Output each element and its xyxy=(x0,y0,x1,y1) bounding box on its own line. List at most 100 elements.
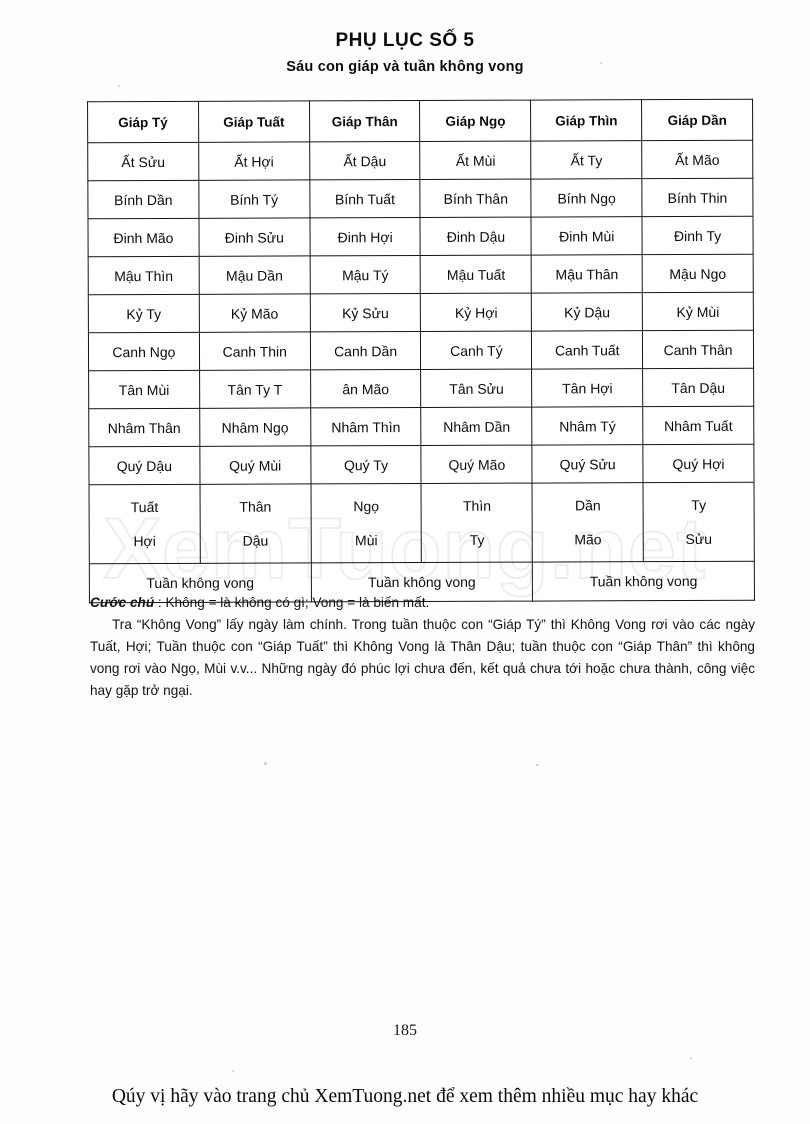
table-cell: Kỷ Mão xyxy=(199,293,311,333)
table-cell: Đinh Mùi xyxy=(531,216,643,256)
sexagenary-table-container: Giáp Tý Giáp Tuất Giáp Thân Giáp Ngọ Giá… xyxy=(87,98,755,604)
table-cell: Nhâm Tý xyxy=(532,406,644,446)
table-cell: Ất Hợi xyxy=(198,141,310,181)
table-cell: Bính Thân xyxy=(420,179,532,218)
table-cell: Nhâm Ngọ xyxy=(199,407,311,447)
table-row: Bính Dần Bính Tý Bính Tuất Bính Thân Bín… xyxy=(87,178,753,219)
table-header-cell: Giáp Thân xyxy=(309,100,421,142)
table-cell: Mậu Thìn xyxy=(88,256,200,295)
table-row: Nhâm Thân Nhâm Ngọ Nhâm Thìn Nhâm Dần Nh… xyxy=(88,406,754,447)
table-cell: Canh Thin xyxy=(199,331,311,371)
table-cell: Quý Mùi xyxy=(199,445,311,485)
table-cell: Bính Tuất xyxy=(309,179,421,218)
page-subtitle: Sáu con giáp và tuần không vong xyxy=(286,59,524,75)
table-cell: Nhâm Thìn xyxy=(310,407,422,446)
table-cell: ân Mão xyxy=(310,369,422,408)
footnote-paragraph: Tra “Không Vong” lấy ngày làm chính. Tro… xyxy=(90,617,755,699)
table-cell: Ất Mão xyxy=(641,140,753,179)
table-cell: Canh Dần xyxy=(310,331,422,370)
table-cell: Tân Mùi xyxy=(88,370,200,409)
table-cell: Mậu Dần xyxy=(198,255,310,295)
table-cell: Kỷ Ty xyxy=(88,294,200,333)
table-cell: Tân Hợi xyxy=(531,368,643,408)
table-row: Đinh Mão Đinh Sửu Đinh Hợi Đinh Dậu Đinh… xyxy=(87,216,754,257)
void-day-upper: Ngọ xyxy=(353,498,380,515)
table-cell: Tân Dậu xyxy=(642,368,754,407)
table-header-cell: Giáp Tý xyxy=(87,101,199,143)
table-cell: Bính Tý xyxy=(198,179,310,219)
table-cell: Ất Sửu xyxy=(87,142,199,181)
table-cell: Bính Ngọ xyxy=(531,178,643,218)
table-row: Mậu Thìn Mậu Dần Mậu Tý Mậu Tuất Mậu Thâ… xyxy=(88,254,754,295)
table-cell: Tân Sửu xyxy=(421,369,533,408)
table-cell: Mậu Tuất xyxy=(420,255,532,294)
page-header: PHỤ LỤC SỐ 5 Sáu con giáp và tuần không … xyxy=(0,30,810,75)
table-cell: Bính Thin xyxy=(641,178,753,217)
void-days-cell: Ngọ Mùi xyxy=(310,483,422,563)
void-day-upper: Thìn xyxy=(462,497,492,514)
table-cell: Mậu Thân xyxy=(531,254,643,294)
table-cell: Đinh Sửu xyxy=(198,217,310,257)
table-cell: Kỷ Dậu xyxy=(531,292,643,332)
table-cell: Ất Ty xyxy=(531,140,642,180)
table-row: Quý Dậu Quý Mùi Quý Ty Quý Mão Quý Sửu Q… xyxy=(88,444,755,485)
footnote-definition-text: : Không = là không có gì; Vong = là biến… xyxy=(154,595,430,610)
table-cell: Canh Tý xyxy=(420,331,532,370)
table-row: Canh Ngọ Canh Thin Canh Dần Canh Tý Canh… xyxy=(88,330,754,371)
sexagenary-table: Giáp Tý Giáp Tuất Giáp Thân Giáp Ngọ Giá… xyxy=(87,98,755,604)
table-row: Ất Sửu Ất Hợi Ất Dậu Ất Mùi Ất Ty Ất Mão xyxy=(87,140,753,181)
table-cell: Đinh Hợi xyxy=(309,217,421,256)
void-days-cell: Thân Dậu xyxy=(199,483,311,564)
table-cell: Mậu Ngo xyxy=(642,254,754,293)
table-cell: Kỷ Mùi xyxy=(642,292,754,331)
table-cell: Đinh Dậu xyxy=(420,217,532,256)
void-days-cell: Dần Mão xyxy=(532,482,644,563)
void-day-upper: Dần xyxy=(574,497,601,514)
table-cell: Quý Sửu xyxy=(532,444,644,484)
void-day-lower: Hợi xyxy=(133,533,156,550)
table-cell: Đinh Ty xyxy=(642,216,754,255)
table-cell: Ất Mùi xyxy=(420,141,532,180)
void-day-lower: Ty xyxy=(469,531,485,548)
table-cell: Quý Ty xyxy=(310,445,422,484)
void-day-upper: Tuất xyxy=(130,499,159,516)
table-cell: Quý Mão xyxy=(421,445,533,484)
page-number: 185 xyxy=(393,1022,417,1039)
table-cell: Bính Dần xyxy=(87,180,199,219)
table-cell: Đinh Mão xyxy=(87,218,199,257)
table-cell: Canh Ngọ xyxy=(88,332,200,371)
table-cell: Canh Tuất xyxy=(531,330,643,370)
table-cell: Quý Dậu xyxy=(88,446,200,485)
void-day-lower: Dậu xyxy=(242,532,269,549)
void-day-lower: Mùi xyxy=(354,532,378,549)
table-cell: Quý Hợi xyxy=(643,444,755,483)
void-day-upper: Thân xyxy=(239,498,272,515)
table-header-row: Giáp Tý Giáp Tuất Giáp Thân Giáp Ngọ Giá… xyxy=(87,99,753,143)
table-cell: Kỷ Hợi xyxy=(420,293,532,332)
table-row: Tân Mùi Tân Ty T ân Mão Tân Sửu Tân Hợi … xyxy=(88,368,754,409)
table-cell: Ất Dậu xyxy=(309,141,421,180)
footnote-label: Cước chú xyxy=(90,595,155,610)
table-header-cell: Giáp Tuất xyxy=(198,100,310,143)
table-cell: Nhâm Tuất xyxy=(642,406,754,445)
page-title: PHỤ LỤC SỐ 5 xyxy=(335,30,475,51)
void-day-lower: Sửu xyxy=(685,530,713,547)
table-cell: Nhâm Dần xyxy=(421,407,533,446)
table-header-cell: Giáp Thìn xyxy=(530,99,642,142)
table-cell: Kỷ Sửu xyxy=(309,293,421,332)
footer-banner: Qúy vị hãy vào trang chủ XemTuong.net để… xyxy=(111,1086,699,1107)
void-day-lower: Mão xyxy=(574,531,602,548)
void-days-cell: Thìn Ty xyxy=(421,483,533,563)
table-header-cell: Giáp Dần xyxy=(641,99,753,141)
table-cell: Mậu Tý xyxy=(309,255,421,294)
footnote-definition: Cước chú : Không = là không có gì; Vong … xyxy=(90,592,755,614)
footnote-block: Cước chú : Không = là không có gì; Vong … xyxy=(90,592,755,702)
void-days-row: Tuất Hợi Thân Dậu Ngọ Mùi Thìn Ty xyxy=(89,482,755,564)
table-cell: Tân Ty T xyxy=(199,369,311,409)
table-row: Kỷ Ty Kỷ Mão Kỷ Sửu Kỷ Hợi Kỷ Dậu Kỷ Mùi xyxy=(88,292,754,333)
void-days-cell: Ty Sửu xyxy=(643,482,755,562)
void-days-cell: Tuất Hợi xyxy=(89,484,201,564)
table-header-cell: Giáp Ngọ xyxy=(420,100,532,142)
void-day-upper: Ty xyxy=(691,496,707,513)
